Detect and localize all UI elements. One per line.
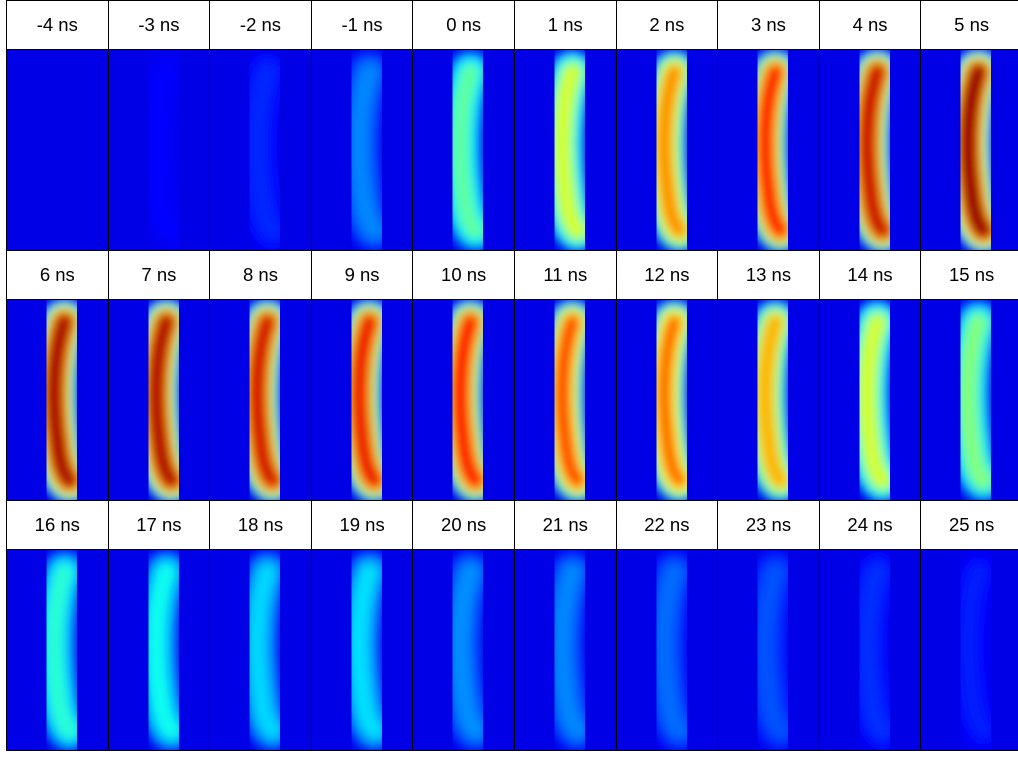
- plasma-emission: [413, 50, 514, 250]
- plasma-emission: [515, 550, 616, 750]
- frame-time-label: 0 ns: [412, 0, 515, 50]
- plasma-emission: [210, 550, 311, 750]
- frame-image: [920, 299, 1018, 501]
- frame-time-label: 20 ns: [412, 500, 515, 550]
- plasma-emission: [617, 550, 717, 750]
- frame-image: [412, 549, 515, 751]
- frame-time-label: 6 ns: [6, 250, 109, 300]
- frame-image: [209, 299, 312, 501]
- frame-time-label: 16 ns: [6, 500, 109, 550]
- frame-image: [310, 299, 414, 501]
- frame-image: [818, 549, 922, 751]
- frame-image: [717, 299, 820, 501]
- frame-image: [615, 299, 719, 501]
- plasma-emission: [312, 50, 412, 250]
- frame-image: [6, 49, 109, 251]
- frame-image: [6, 549, 109, 751]
- plasma-emission: [820, 550, 920, 750]
- plasma-emission: [312, 550, 412, 750]
- frame-time-label: 10 ns: [412, 250, 515, 300]
- plasma-emission: [718, 300, 819, 500]
- frame-time-label: -3 ns: [107, 0, 211, 50]
- frame-image: [615, 49, 719, 251]
- plasma-emission: [7, 300, 108, 500]
- plasma-emission: [921, 50, 1018, 250]
- frame-time-label: 9 ns: [310, 250, 414, 300]
- plasma-emission: [515, 50, 616, 250]
- frame-image: [818, 49, 922, 251]
- plasma-emission: [413, 550, 514, 750]
- frame-image: [107, 299, 211, 501]
- frame-time-label: 3 ns: [717, 0, 820, 50]
- plasma-emission: [921, 300, 1018, 500]
- frame-time-label: 1 ns: [513, 0, 617, 50]
- frame-time-label: 5 ns: [920, 0, 1018, 50]
- frame-image: [107, 549, 211, 751]
- frame-image: [513, 549, 617, 751]
- image-row: [6, 49, 1018, 251]
- frame-image: [209, 549, 312, 751]
- plasma-emission: [109, 50, 209, 250]
- frame-table: -4 ns -3 ns -2 ns -1 ns 0 ns 1 ns 2 ns 3 ns 4 ns…: [6, 0, 1018, 751]
- plasma-emission: [210, 300, 311, 500]
- frame-image: [107, 49, 211, 251]
- label-row: 16 ns 17 ns 18 ns 19 ns 20 ns 21 ns 22 ns 23 ns…: [6, 500, 1018, 550]
- frame-time-label: 11 ns: [513, 250, 617, 300]
- plasma-emission: [210, 50, 311, 250]
- plasma-emission: [820, 50, 920, 250]
- frame-time-label: 23 ns: [717, 500, 820, 550]
- plasma-emission: [109, 550, 209, 750]
- image-row: [6, 299, 1018, 501]
- frame-image: [310, 49, 414, 251]
- frame-image: [920, 549, 1018, 751]
- frame-time-label: 24 ns: [818, 500, 922, 550]
- frame-time-label: 12 ns: [615, 250, 719, 300]
- frame-image: [717, 549, 820, 751]
- frame-time-label: 8 ns: [209, 250, 312, 300]
- frame-image: [513, 49, 617, 251]
- frame-time-label: 21 ns: [513, 500, 617, 550]
- frame-time-label: 7 ns: [107, 250, 211, 300]
- frame-image: [412, 299, 515, 501]
- frame-time-label: 2 ns: [615, 0, 719, 50]
- label-row: 6 ns 7 ns 8 ns 9 ns 10 ns 11 ns 12 ns 13 ns 14 n…: [6, 250, 1018, 300]
- frame-time-label: -1 ns: [310, 0, 414, 50]
- frame-image: [513, 299, 617, 501]
- frame-image: [818, 299, 922, 501]
- frame-time-label: 13 ns: [717, 250, 820, 300]
- frame-image: [615, 549, 719, 751]
- frame-image: [412, 49, 515, 251]
- plasma-emission: [617, 300, 717, 500]
- frame-time-label: 14 ns: [818, 250, 922, 300]
- plasma-emission: [109, 300, 209, 500]
- plasma-emission: [312, 300, 412, 500]
- frame-time-label: 4 ns: [818, 0, 922, 50]
- frame-time-label: 18 ns: [209, 500, 312, 550]
- plasma-emission: [820, 300, 920, 500]
- frame-time-label: 25 ns: [920, 500, 1018, 550]
- plasma-emission: [718, 50, 819, 250]
- image-row: [6, 549, 1018, 751]
- frame-time-label: 19 ns: [310, 500, 414, 550]
- plasma-emission: [921, 550, 1018, 750]
- plasma-emission: [515, 300, 616, 500]
- frame-time-label: -4 ns: [6, 0, 109, 50]
- frame-time-label: -2 ns: [209, 0, 312, 50]
- frame-image: [310, 549, 414, 751]
- plasma-emission: [7, 50, 108, 250]
- frame-image: [6, 299, 109, 501]
- frame-image: [920, 49, 1018, 251]
- plasma-emission: [718, 550, 819, 750]
- frame-time-label: 17 ns: [107, 500, 211, 550]
- frame-time-label: 15 ns: [920, 250, 1018, 300]
- frame-image: [717, 49, 820, 251]
- plasma-emission: [7, 550, 108, 750]
- plasma-emission: [413, 300, 514, 500]
- frame-image: [209, 49, 312, 251]
- frame-time-label: 22 ns: [615, 500, 719, 550]
- label-row: -4 ns -3 ns -2 ns -1 ns 0 ns 1 ns 2 ns 3 ns 4 ns…: [6, 0, 1018, 50]
- plasma-emission: [617, 50, 717, 250]
